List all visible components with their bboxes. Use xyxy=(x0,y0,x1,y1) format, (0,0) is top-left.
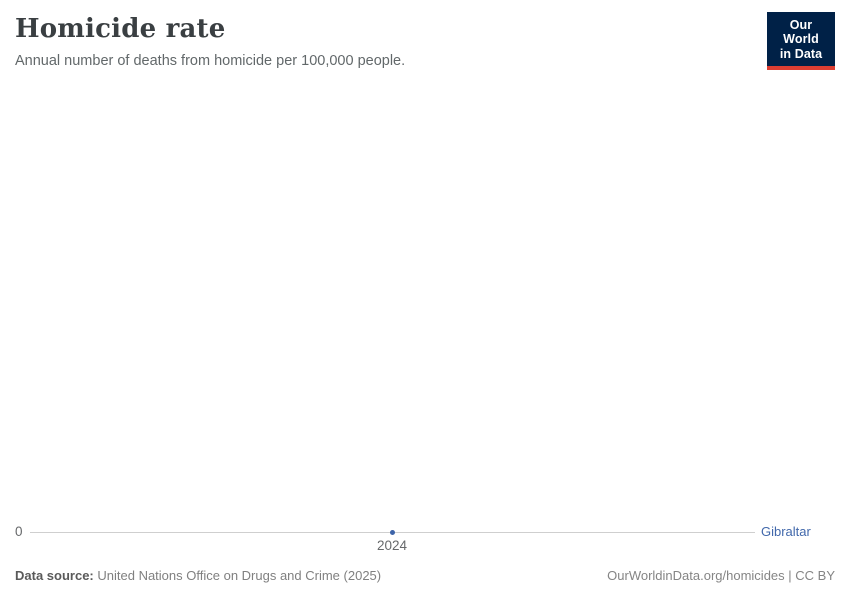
data-source-label: Data source: xyxy=(15,568,94,583)
owid-logo-line1: Our World xyxy=(783,18,819,47)
entity-label-gibraltar[interactable]: Gibraltar xyxy=(761,524,811,539)
footer-attribution-link[interactable]: OurWorldinData.org/homicides | CC BY xyxy=(607,568,835,583)
chart-footer: Data source: United Nations Office on Dr… xyxy=(15,568,835,583)
y-axis-tick-zero: 0 xyxy=(15,524,23,539)
owid-logo-line2: in Data xyxy=(779,46,823,61)
page-title: Homicide rate xyxy=(15,14,226,44)
chart-subtitle: Annual number of deaths from homicide pe… xyxy=(15,53,406,69)
data-source-value: United Nations Office on Drugs and Crime… xyxy=(97,568,382,583)
data-point-gibraltar-2024[interactable] xyxy=(390,530,395,535)
x-axis-zone: 0 2024 Gibraltar xyxy=(0,524,850,558)
x-axis-tick-2024: 2024 xyxy=(376,538,408,553)
owid-logo[interactable]: Our World in Data xyxy=(767,12,835,71)
data-source: Data source: United Nations Office on Dr… xyxy=(15,568,381,583)
chart-plot-area xyxy=(0,80,850,525)
